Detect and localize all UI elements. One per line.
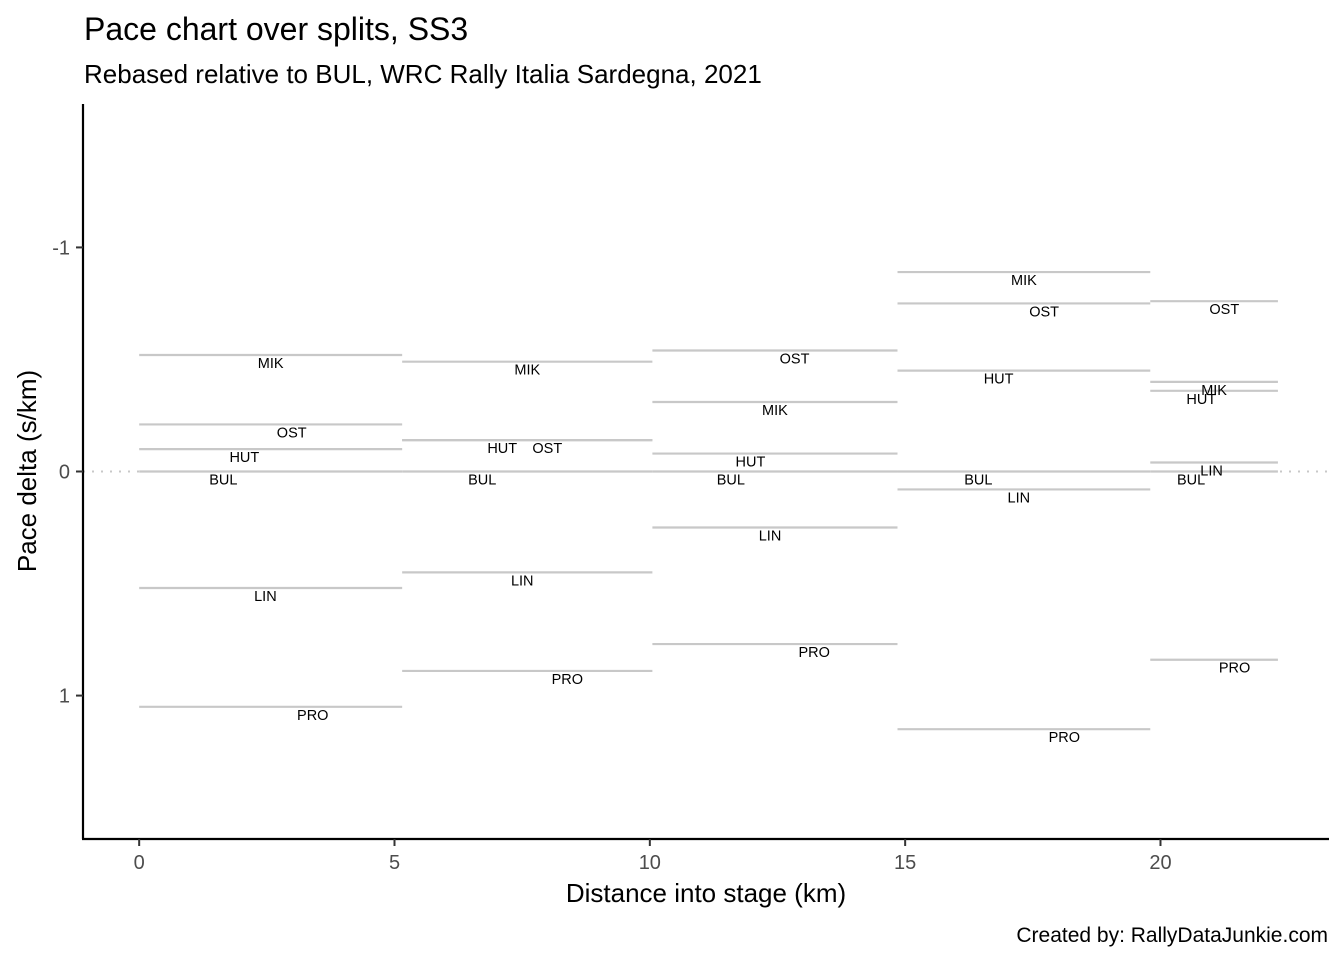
- y-tick-label: 0: [59, 462, 70, 484]
- chart-caption: Created by: RallyDataJunkie.com: [1016, 924, 1328, 947]
- segment-label-bul-split-3: BUL: [717, 473, 745, 489]
- segment-labels: BUL BUL BUL BUL BUL MIK MIK MIK MIK MIK OST OST OST O…: [209, 273, 1250, 746]
- segment-label-hut-split-1: HUT: [229, 450, 259, 466]
- segment-label-lin-split-2: LIN: [511, 573, 534, 589]
- y-tick-label: -1: [52, 237, 70, 259]
- y-axis-ticks: -1 0 1: [52, 237, 83, 708]
- x-tick-label: 5: [389, 852, 400, 874]
- segment-label-pro-split-1: PRO: [297, 708, 328, 724]
- segment-label-pro-split-5: PRO: [1219, 661, 1250, 677]
- chart-subtitle: Rebased relative to BUL, WRC Rally Itali…: [84, 59, 762, 89]
- segment-label-lin-split-4: LIN: [1008, 490, 1031, 506]
- segment-label-mik-split-4: MIK: [1011, 273, 1037, 289]
- x-tick-label: 0: [134, 852, 145, 874]
- segment-label-lin-split-1: LIN: [254, 589, 277, 605]
- segment-label-hut-split-5: HUT: [1186, 392, 1216, 408]
- segment-label-lin-split-3: LIN: [759, 529, 782, 545]
- x-tick-label: 10: [639, 852, 661, 874]
- segment-label-ost-split-5: OST: [1209, 302, 1239, 318]
- segment-label-mik-split-2: MIK: [514, 363, 540, 379]
- x-tick-label: 15: [894, 852, 916, 874]
- segment-label-bul-split-5: BUL: [1177, 473, 1205, 489]
- x-axis-title: Distance into stage (km): [566, 878, 846, 908]
- segment-label-ost-split-2: OST: [532, 441, 562, 457]
- pace-segments: [139, 270, 1278, 731]
- segment-label-hut-split-4: HUT: [984, 372, 1014, 388]
- chart-title: Pace chart over splits, SS3: [84, 11, 468, 47]
- x-axis-ticks: 0 5 10 15 20: [134, 839, 1172, 874]
- segment-label-bul-split-4: BUL: [964, 473, 992, 489]
- segment-label-pro-split-3: PRO: [798, 645, 829, 661]
- segment-label-ost-split-3: OST: [780, 351, 810, 367]
- segment-label-ost-split-4: OST: [1029, 304, 1059, 320]
- segment-label-pro-split-4: PRO: [1049, 730, 1080, 746]
- segment-label-hut-split-2: HUT: [487, 441, 517, 457]
- x-tick-label: 20: [1149, 852, 1171, 874]
- segment-label-bul-split-2: BUL: [468, 473, 496, 489]
- segment-label-lin-split-5: LIN: [1200, 464, 1223, 480]
- y-tick-label: 1: [59, 686, 70, 708]
- segment-label-mik-split-1: MIK: [258, 356, 284, 372]
- segment-label-mik-split-3: MIK: [762, 403, 788, 419]
- segment-label-hut-split-3: HUT: [736, 455, 766, 471]
- segment-label-mik-split-5: MIK: [1201, 383, 1227, 399]
- segment-label-pro-split-2: PRO: [552, 672, 583, 688]
- y-axis-title: Pace delta (s/km): [12, 370, 42, 572]
- segment-label-ost-split-1: OST: [277, 425, 307, 441]
- segment-label-bul-split-1: BUL: [209, 473, 237, 489]
